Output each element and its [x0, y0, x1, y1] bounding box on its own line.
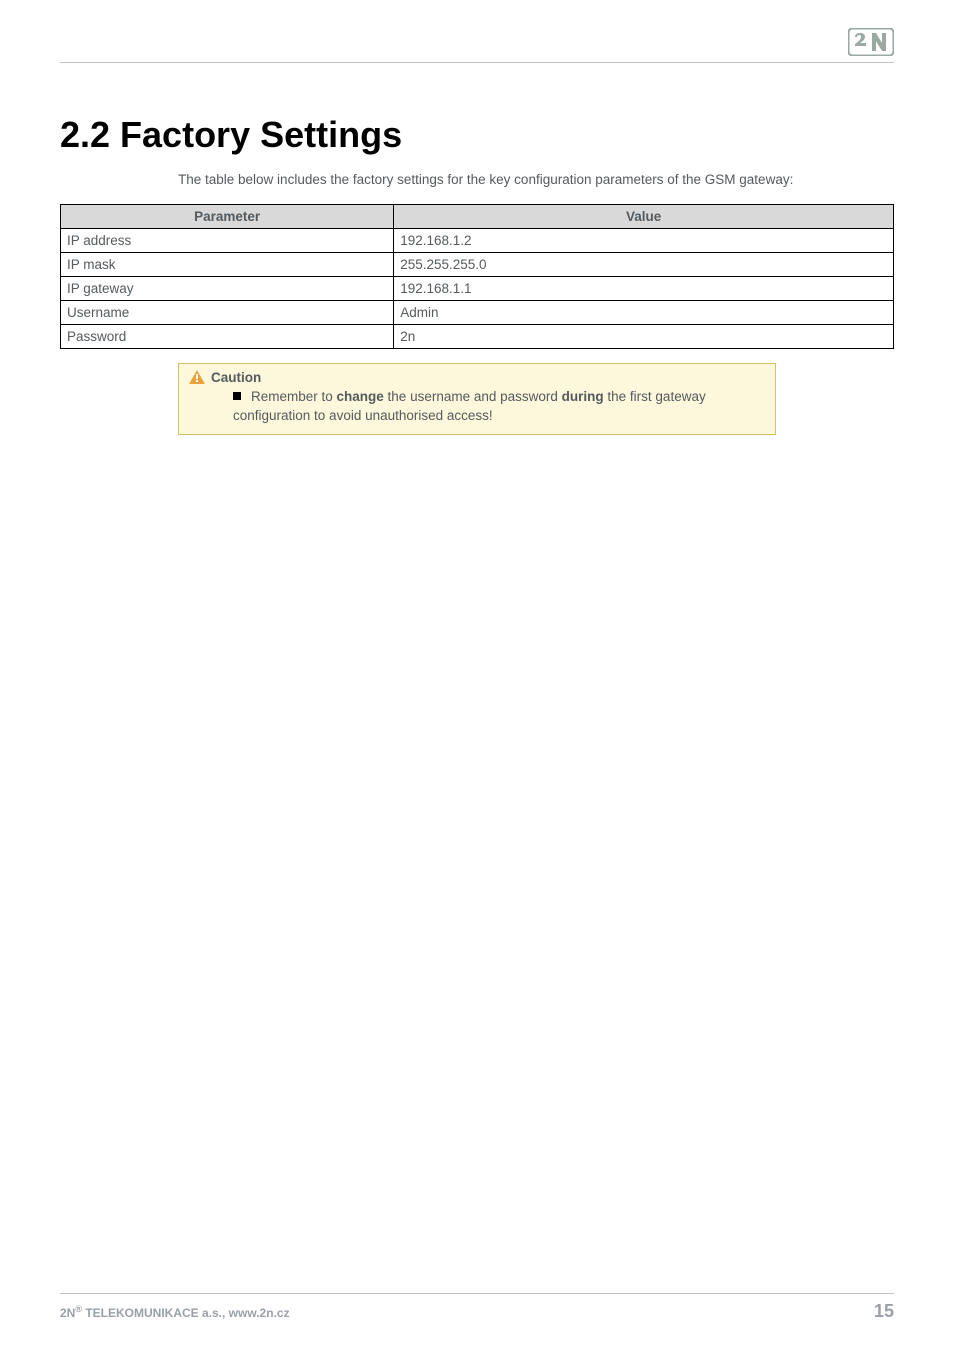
callout-title: Caution	[211, 370, 261, 385]
col-parameter: Parameter	[61, 204, 394, 228]
cell-param: IP gateway	[61, 276, 394, 300]
callout-text-mid: the username and password	[384, 389, 562, 404]
table-row: IP address 192.168.1.2	[61, 228, 894, 252]
bullet-icon	[233, 392, 241, 400]
callout-header: Caution	[189, 370, 765, 385]
cell-param: IP mask	[61, 252, 394, 276]
cell-value: 192.168.1.1	[394, 276, 894, 300]
params-table: Parameter Value IP address 192.168.1.2 I…	[60, 204, 894, 349]
col-value: Value	[394, 204, 894, 228]
callout-bold-1: change	[337, 389, 384, 404]
cell-value: 2n	[394, 324, 894, 348]
footer-rule	[60, 1293, 894, 1294]
caution-callout: Caution Remember to change the username …	[178, 363, 776, 435]
page: 2.2 Factory Settings The table below inc…	[0, 0, 954, 1350]
footer-left: 2N® TELEKOMUNIKACE a.s., www.2n.cz	[60, 1304, 290, 1320]
table-header-row: Parameter Value	[61, 204, 894, 228]
table-row: Password 2n	[61, 324, 894, 348]
page-title: 2.2 Factory Settings	[60, 114, 894, 156]
callout-text-pre: Remember to	[251, 389, 337, 404]
brand-logo	[848, 28, 894, 56]
callout-body: Remember to change the username and pass…	[189, 387, 765, 426]
footer-brand: 2N	[60, 1306, 75, 1320]
cell-param: Password	[61, 324, 394, 348]
footer-company: TELEKOMUNIKACE a.s., www.2n.cz	[82, 1306, 290, 1320]
intro-text: The table below includes the factory set…	[178, 170, 894, 190]
footer: 2N® TELEKOMUNIKACE a.s., www.2n.cz 15	[60, 1301, 894, 1322]
cell-value: Admin	[394, 300, 894, 324]
table-row: Username Admin	[61, 300, 894, 324]
table-row: IP mask 255.255.255.0	[61, 252, 894, 276]
registered-mark: ®	[75, 1304, 82, 1314]
cell-param: Username	[61, 300, 394, 324]
cell-value: 192.168.1.2	[394, 228, 894, 252]
table-row: IP gateway 192.168.1.1	[61, 276, 894, 300]
header-rule	[60, 62, 894, 63]
callout-bold-2: during	[562, 389, 604, 404]
cell-param: IP address	[61, 228, 394, 252]
page-number: 15	[874, 1301, 894, 1322]
warning-icon	[189, 370, 205, 384]
cell-value: 255.255.255.0	[394, 252, 894, 276]
content: 2.2 Factory Settings The table below inc…	[60, 40, 894, 435]
